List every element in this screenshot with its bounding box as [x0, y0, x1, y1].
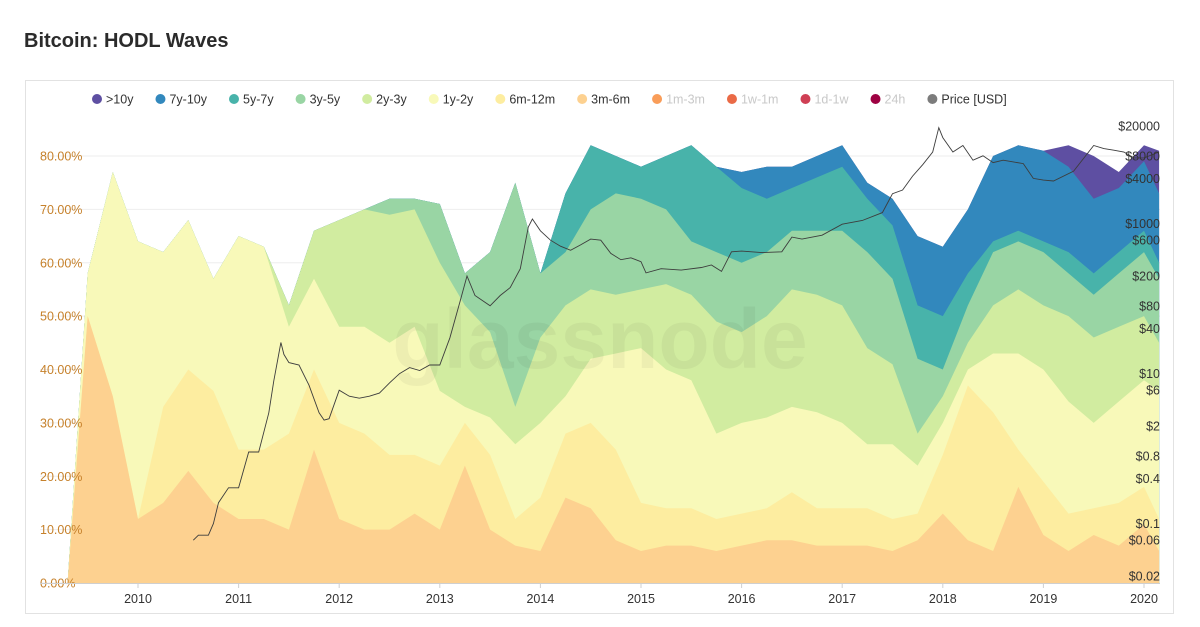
- x-tick-label: 2017: [828, 592, 856, 606]
- y-left-tick-label: 70.00%: [40, 203, 82, 217]
- y-left-tick-label: 50.00%: [40, 310, 82, 324]
- legend-swatch-icon: [428, 94, 439, 104]
- y-right-tick-label: $2: [1146, 420, 1160, 434]
- legend-label: 1m-3m: [666, 93, 705, 107]
- legend-label: 24h: [885, 93, 906, 107]
- legend-label: Price [USD]: [941, 93, 1006, 107]
- y-right-tick-label: $20000: [1118, 120, 1160, 134]
- x-axis: 2010 2011 2012 2013 2014 2015 2016 2017 2018 2019…: [40, 583, 1160, 606]
- legend-swatch-icon: [927, 94, 938, 104]
- y-right-tick-label: $4000: [1125, 172, 1160, 186]
- legend-swatch-icon: [92, 94, 102, 104]
- legend-swatch-icon: [870, 94, 881, 104]
- legend-item-1y-2y[interactable]: 1y-2y: [428, 93, 474, 107]
- y-right-tick-label: $80: [1139, 299, 1160, 313]
- price-usd-line: [192, 126, 1160, 541]
- legend-swatch-icon: [577, 94, 588, 104]
- x-tick-label: 2011: [225, 592, 252, 606]
- x-tick-label: 2020: [1130, 592, 1158, 606]
- x-tick-label: 2016: [728, 592, 756, 606]
- area-3m-6m: [67, 316, 1160, 583]
- legend-item-5y-7y[interactable]: 5y-7y: [229, 93, 274, 107]
- y-right-tick-label: $1000: [1125, 217, 1160, 231]
- y-right-tick-label: $40: [1139, 322, 1160, 336]
- legend-label: 1d-1w: [814, 93, 849, 107]
- y-left-tick-label: 40.00%: [40, 363, 82, 377]
- y-right-tick-label: $10: [1139, 367, 1160, 381]
- legend-item-price-usd[interactable]: Price [USD]: [927, 93, 1007, 107]
- y-axis-right: $0.02 $0.06 $0.1 $0.4 $0.8 $2 $6 $10 $40 $80 $200 $…: [1118, 120, 1160, 584]
- legend-swatch-icon: [362, 94, 373, 104]
- price-line: [192, 126, 1160, 541]
- page-title: Bitcoin: HODL Waves: [24, 30, 229, 52]
- y-right-tick-label: $0.06: [1129, 534, 1160, 548]
- y-right-tick-label: $0.4: [1136, 472, 1160, 486]
- legend-swatch-icon: [295, 94, 306, 104]
- legend-item-2y-3y[interactable]: 2y-3y: [362, 93, 407, 107]
- y-left-tick-label: 60.00%: [40, 256, 82, 270]
- y-left-tick-label: 30.00%: [40, 416, 82, 430]
- legend-item-6m-12m[interactable]: 6m-12m: [495, 93, 555, 107]
- x-tick-label: 2019: [1029, 592, 1057, 606]
- watermark-text: glassnode: [392, 292, 807, 386]
- legend-swatch-icon: [726, 94, 737, 104]
- area-6m-12m: [67, 316, 1160, 583]
- y-left-tick-label: 20.00%: [40, 470, 82, 484]
- legend-label: 7y-10y: [169, 93, 207, 107]
- legend-label: 3y-5y: [310, 93, 341, 107]
- x-tick-label: 2018: [929, 592, 957, 606]
- y-axis-left: 0.00%10.00%20.00%30.00%40.00%50.00%60.00…: [40, 150, 82, 591]
- y-right-tick-label: $8000: [1125, 149, 1160, 163]
- y-right-tick-label: $200: [1132, 270, 1160, 284]
- legend-label: 1y-2y: [443, 93, 474, 107]
- legend-item-24h[interactable]: 24h: [870, 93, 906, 107]
- legend: >10y 7y-10y 5y-7y 3y-5y 2y-3y 1y-2y 6m-12m 3m-6…: [92, 93, 1007, 107]
- y-left-tick-label: 80.00%: [40, 150, 82, 164]
- y-left-tick-label: 10.00%: [40, 523, 82, 537]
- legend-item-7y-10y[interactable]: 7y-10y: [155, 93, 208, 107]
- y-right-tick-label: $0.1: [1136, 517, 1160, 531]
- legend-item-3y-5y[interactable]: 3y-5y: [295, 93, 341, 107]
- chart-panel: [25, 80, 1174, 614]
- legend-item-1d-1w[interactable]: 1d-1w: [800, 93, 850, 107]
- legend-swatch-icon: [800, 94, 811, 104]
- x-tick-label: 2014: [526, 592, 554, 606]
- legend-swatch-icon: [495, 94, 506, 104]
- legend-item-1m-3m[interactable]: 1m-3m: [652, 93, 705, 107]
- legend-item-1w-1m[interactable]: 1w-1m: [726, 93, 779, 107]
- legend-label: 6m-12m: [509, 93, 555, 107]
- legend-label: 2y-3y: [376, 93, 407, 107]
- x-tick-label: 2015: [627, 592, 655, 606]
- y-right-tick-label: $0.02: [1129, 570, 1160, 584]
- legend-label: 3m-6m: [591, 93, 630, 107]
- legend-item-3m-6m[interactable]: 3m-6m: [577, 93, 630, 107]
- legend-swatch-icon: [155, 94, 166, 104]
- legend-swatch-icon: [229, 94, 239, 104]
- x-tick-label: 2013: [426, 592, 454, 606]
- x-tick-label: 2012: [325, 592, 353, 606]
- legend-label: 5y-7y: [243, 93, 274, 107]
- y-right-tick-label: $0.8: [1136, 449, 1160, 463]
- y-right-tick-label: $6: [1146, 384, 1160, 398]
- legend-item-10y[interactable]: >10y: [92, 93, 134, 107]
- x-tick-label: 2010: [124, 592, 152, 606]
- y-right-tick-label: $600: [1132, 234, 1160, 248]
- legend-swatch-icon: [652, 94, 663, 104]
- legend-label: 1w-1m: [741, 93, 779, 107]
- legend-label: >10y: [106, 93, 134, 107]
- hodl-areas: [67, 145, 1160, 584]
